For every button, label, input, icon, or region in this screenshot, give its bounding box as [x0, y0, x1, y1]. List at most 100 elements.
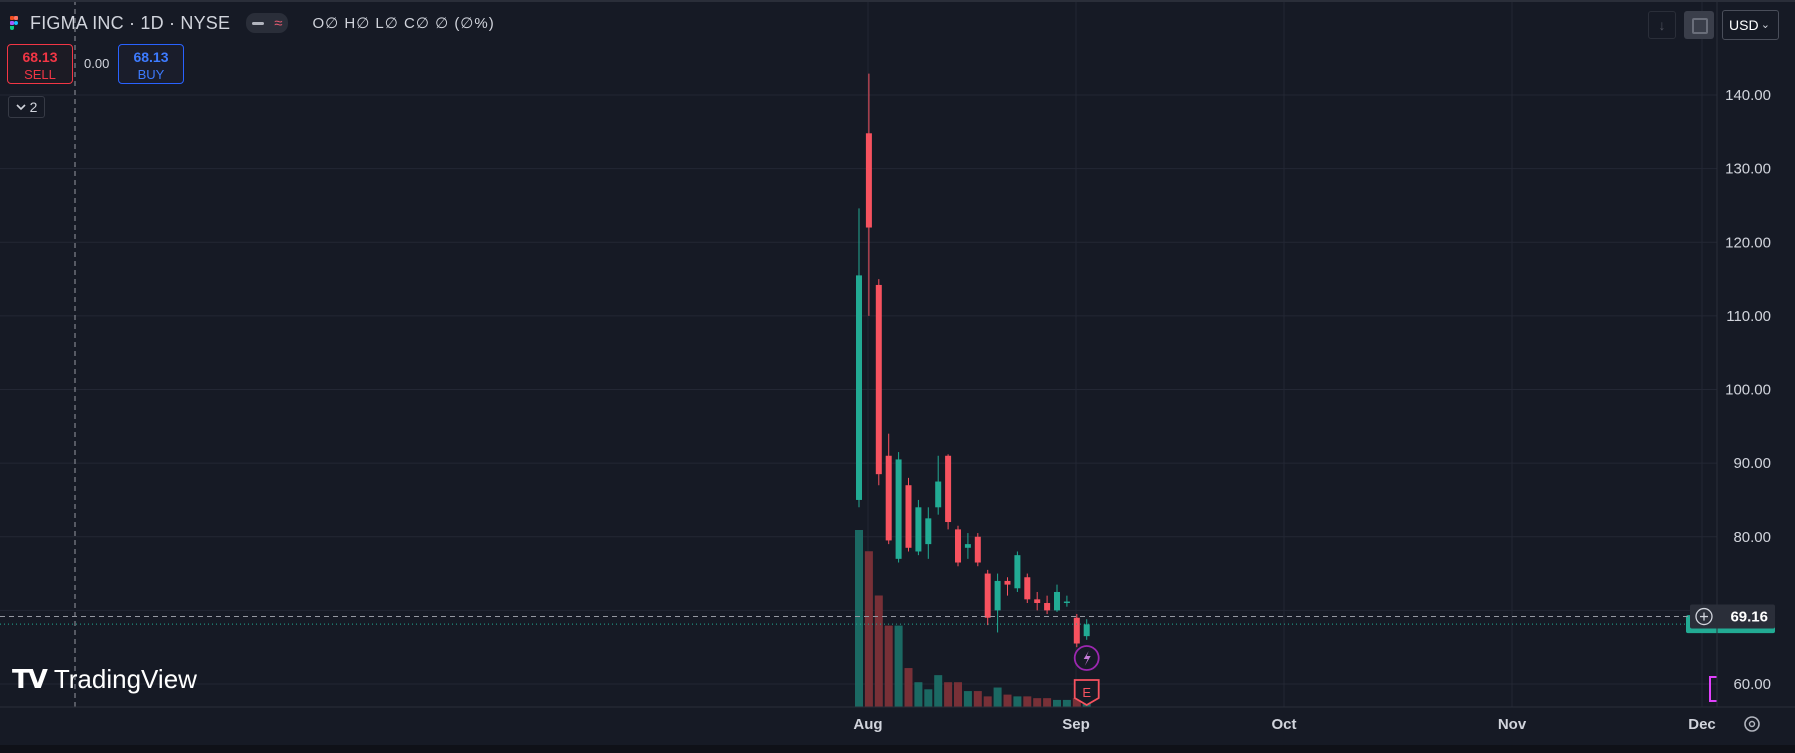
volume-bar: [1033, 698, 1042, 707]
price-tick-label: 80.00: [1733, 529, 1771, 546]
volume-bar: [993, 687, 1002, 707]
watermark-text: TradingView: [53, 664, 197, 694]
volume-bar: [973, 691, 982, 707]
spread-value: 0.00: [84, 56, 110, 71]
candle-body: [1044, 603, 1051, 611]
time-tick-label: Sep: [1062, 716, 1090, 733]
buy-button[interactable]: 68.13 BUY: [118, 44, 184, 84]
earnings-marker[interactable]: E: [1073, 679, 1100, 707]
volume-bar: [1043, 698, 1052, 707]
candle-body: [856, 275, 862, 500]
sell-price: 68.13: [22, 49, 58, 65]
candle-body: [1034, 599, 1041, 604]
volume-bar: [944, 682, 953, 707]
volume-bar: [954, 682, 962, 707]
settings-icon[interactable]: [1744, 716, 1760, 732]
candle-body: [895, 459, 902, 559]
candle-body: [885, 455, 892, 541]
axis-layer: 140.00 130.00 120.00 110.00 100.00 90.00 80.00…: [0, 0, 1795, 733]
maximize-icon[interactable]: [1684, 11, 1714, 39]
volume-bar: [1003, 694, 1012, 707]
price-tick-label: 60.00: [1733, 676, 1771, 693]
volume-bar: [963, 691, 972, 707]
candle-body: [915, 507, 922, 552]
overlay-layer: 69.16 E: [0, 0, 1775, 707]
symbol-title[interactable]: FIGMA INC · 1D · NYSE: [30, 12, 231, 33]
volume-bar: [934, 675, 943, 707]
candle-body: [1073, 617, 1080, 644]
volume-bar: [924, 689, 933, 707]
lightning-icon[interactable]: [1073, 645, 1100, 671]
candle-body: [1054, 591, 1060, 611]
buy-price: 68.13: [133, 49, 169, 65]
approx-icon: ≈: [274, 14, 283, 32]
bracket-marker-icon: [1709, 676, 1717, 702]
currency-value: USD: [1729, 17, 1759, 33]
candle-body: [955, 529, 961, 563]
candle-body: [1083, 624, 1090, 637]
candle-body: [984, 573, 991, 618]
candle-body: [935, 481, 942, 508]
volume-bar: [884, 625, 893, 707]
buy-label: BUY: [137, 67, 165, 82]
symbol-header: FIGMA INC · 1D · NYSE ≈ O∅ H∅ L∅ C∅ ∅ (∅…: [10, 12, 495, 34]
crosshair-price-label: 69.16: [1730, 609, 1768, 626]
candle-body: [964, 544, 971, 548]
volume-bar: [983, 696, 992, 707]
candle-layer: [856, 73, 1090, 648]
minus-icon: [252, 21, 265, 25]
volume-bar: [1072, 698, 1081, 707]
crosshair-price-tag: [1690, 604, 1775, 629]
candle-body: [945, 455, 952, 523]
volume-bar: [864, 551, 873, 707]
figma-logo-icon: [10, 16, 20, 30]
collapse-indicators-button[interactable]: 2: [8, 96, 45, 118]
volume-bar: [914, 682, 923, 707]
tradingview-watermark[interactable]: TV TradingView: [12, 664, 197, 695]
volume-bar: [894, 625, 903, 707]
currency-select[interactable]: USD ⌄: [1722, 10, 1779, 40]
candle-body: [875, 284, 882, 475]
ohlc-readout: O∅ H∅ L∅ C∅ ∅ (∅%): [312, 15, 495, 32]
volume-bar: [1062, 699, 1071, 707]
time-tick-label: Oct: [1271, 716, 1296, 733]
volume-bar: [1013, 696, 1022, 707]
sell-label: SELL: [24, 67, 56, 82]
candle-body: [925, 518, 932, 545]
volume-bar: [904, 668, 913, 707]
earnings-label: E: [1082, 685, 1091, 700]
add-alert-icon[interactable]: [1695, 607, 1713, 626]
bottom-toolbar-strip: [0, 745, 1795, 753]
price-tick-label: 120.00: [1725, 234, 1771, 251]
chevron-down-icon: ⌄: [1760, 19, 1770, 31]
price-tick-label: 130.00: [1725, 161, 1771, 178]
candle-body: [905, 485, 912, 548]
volume-bar: [1023, 696, 1032, 707]
sell-button[interactable]: 68.13 SELL: [7, 44, 73, 84]
time-tick-label: Aug: [853, 716, 882, 733]
candle-body: [1063, 601, 1070, 604]
candle-body: [994, 580, 1001, 611]
indicator-toggle[interactable]: ≈: [246, 13, 289, 33]
volume-bar: [874, 595, 883, 707]
time-tick-label: Nov: [1498, 716, 1527, 733]
price-tick-label: 100.00: [1725, 382, 1771, 399]
candle-body: [974, 536, 981, 563]
volume-bar: [855, 530, 863, 707]
volume-bar: [1053, 699, 1061, 707]
price-tick-label: 110.00: [1726, 308, 1771, 325]
arrow-down-icon[interactable]: ↓: [1648, 11, 1676, 39]
top-border: [0, 0, 1795, 2]
candle-body: [1004, 580, 1011, 585]
candle-body: [865, 133, 872, 228]
time-tick-label: Dec: [1688, 716, 1716, 733]
candle-body: [1024, 577, 1031, 600]
tradingview-logo-icon: TV: [12, 664, 48, 695]
chevron-down-icon: [16, 104, 26, 111]
candle-body: [1014, 555, 1021, 589]
volume-layer: [855, 530, 1091, 707]
price-tick-label: 90.00: [1733, 455, 1771, 472]
price-tick-label: 140.00: [1725, 87, 1771, 104]
